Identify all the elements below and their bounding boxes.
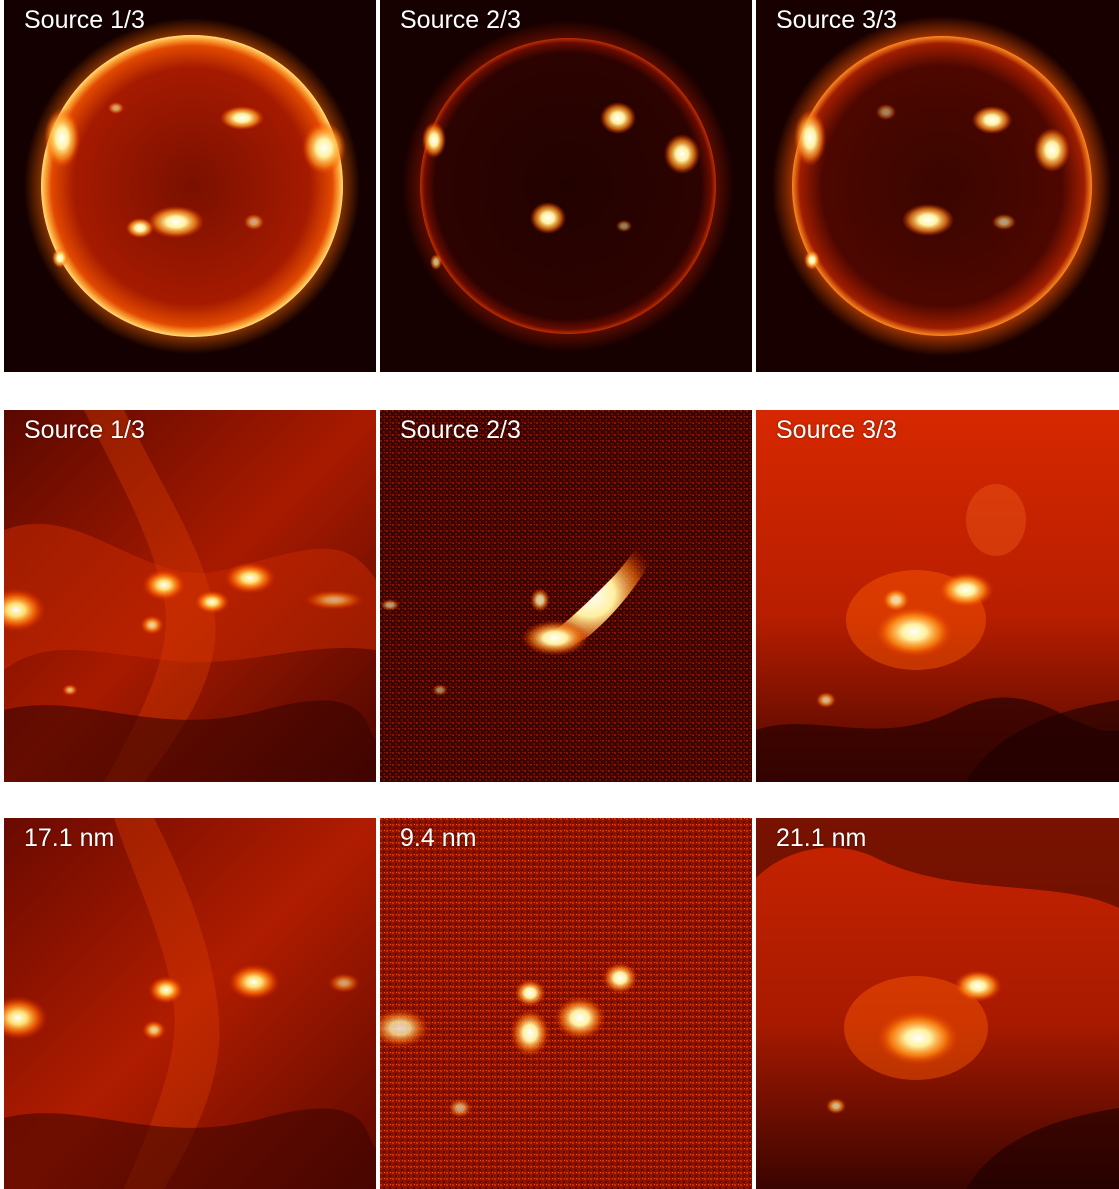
panel-row2-source-1: Source 1/3 <box>4 410 376 782</box>
panel-row1-source-1: Source 1/3 <box>4 0 376 372</box>
active-regions <box>44 102 346 268</box>
zoomed-region-image <box>756 818 1119 1189</box>
panel-row2-source-3: Source 3/3 <box>756 410 1119 782</box>
panel-row1-source-2: Source 2/3 <box>380 0 752 372</box>
panel-row3-171nm: 17.1 nm <box>4 818 376 1189</box>
zoomed-region-image <box>4 818 376 1189</box>
panel-label: Source 3/3 <box>776 6 897 34</box>
panel-label: Source 2/3 <box>400 6 521 34</box>
sun-disk-image <box>4 0 376 372</box>
panel-row2-source-2: Source 2/3 <box>380 410 752 782</box>
panel-label: 17.1 nm <box>24 824 115 852</box>
panel-row1-source-3: Source 3/3 <box>756 0 1119 372</box>
zoomed-region-image <box>4 410 376 782</box>
panel-row3-94nm: 9.4 nm <box>380 818 752 1189</box>
panel-label: Source 1/3 <box>24 6 145 34</box>
panel-label: 9.4 nm <box>400 824 477 852</box>
panel-label: Source 3/3 <box>776 416 897 444</box>
sun-disk-image <box>380 0 752 372</box>
active-regions <box>422 102 700 270</box>
panel-label: Source 1/3 <box>24 416 145 444</box>
zoomed-region-image <box>756 410 1119 782</box>
active-regions <box>794 104 1070 270</box>
zoomed-region-image <box>380 410 752 782</box>
panel-label: Source 2/3 <box>400 416 521 444</box>
panel-label: 21.1 nm <box>776 824 867 852</box>
panel-row3-211nm: 21.1 nm <box>756 818 1119 1189</box>
sun-disk-image <box>756 0 1119 372</box>
zoomed-region-image <box>380 818 752 1189</box>
